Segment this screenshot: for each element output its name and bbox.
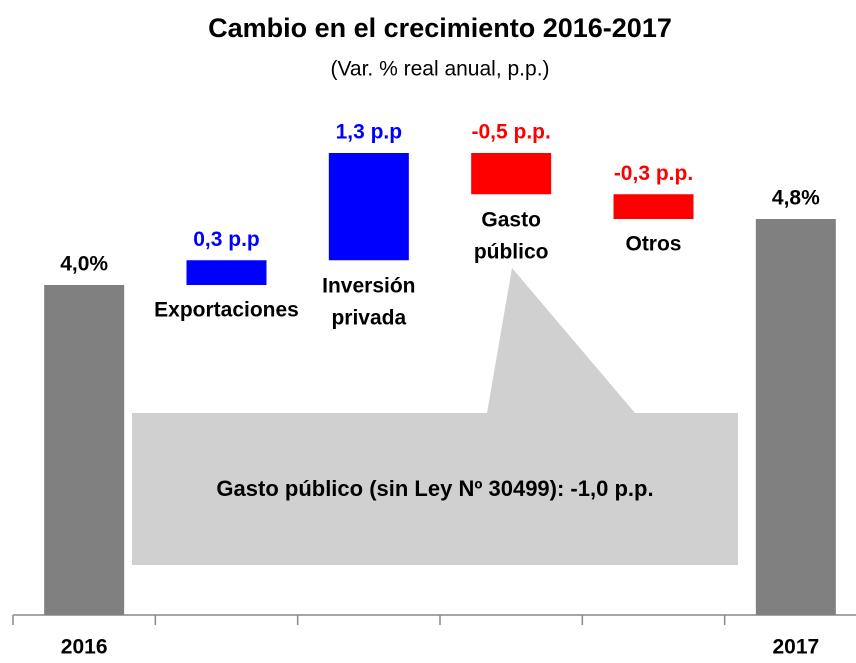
bar [328, 153, 409, 261]
callout-box [132, 268, 738, 565]
category-label-line: público [474, 240, 549, 263]
bar [186, 260, 267, 285]
bar [613, 194, 694, 219]
category-label-line: privada [331, 306, 406, 329]
category-label: Gasto público [474, 208, 549, 263]
annotation: Gasto público (sin Ley Nº 30499): -1,0 p… [216, 476, 653, 501]
value-label: 0,3 p.p [193, 228, 260, 251]
chart-subtitle: (Var. % real anual, p.p.) [330, 58, 549, 81]
category-label: Exportaciones [154, 299, 299, 322]
category-label: Otros [625, 233, 681, 256]
value-label: -0,3 p.p. [614, 162, 693, 185]
category-label-line: Inversión [322, 274, 415, 297]
category-label-line: Gasto [481, 208, 541, 231]
bar [471, 153, 552, 195]
x-tick-label: 2017 [772, 636, 819, 659]
value-label: 1,3 p.p [336, 121, 403, 144]
bar [755, 219, 836, 615]
value-label: -0,5 p.p. [471, 121, 550, 144]
bar [44, 285, 125, 615]
x-tick-label: 2016 [61, 636, 108, 659]
value-label: 4,0% [60, 253, 108, 276]
chart-title: Cambio en el crecimiento 2016-2017 [208, 13, 672, 43]
category-label: Inversión privada [322, 274, 415, 329]
value-label: 4,8% [772, 187, 820, 210]
